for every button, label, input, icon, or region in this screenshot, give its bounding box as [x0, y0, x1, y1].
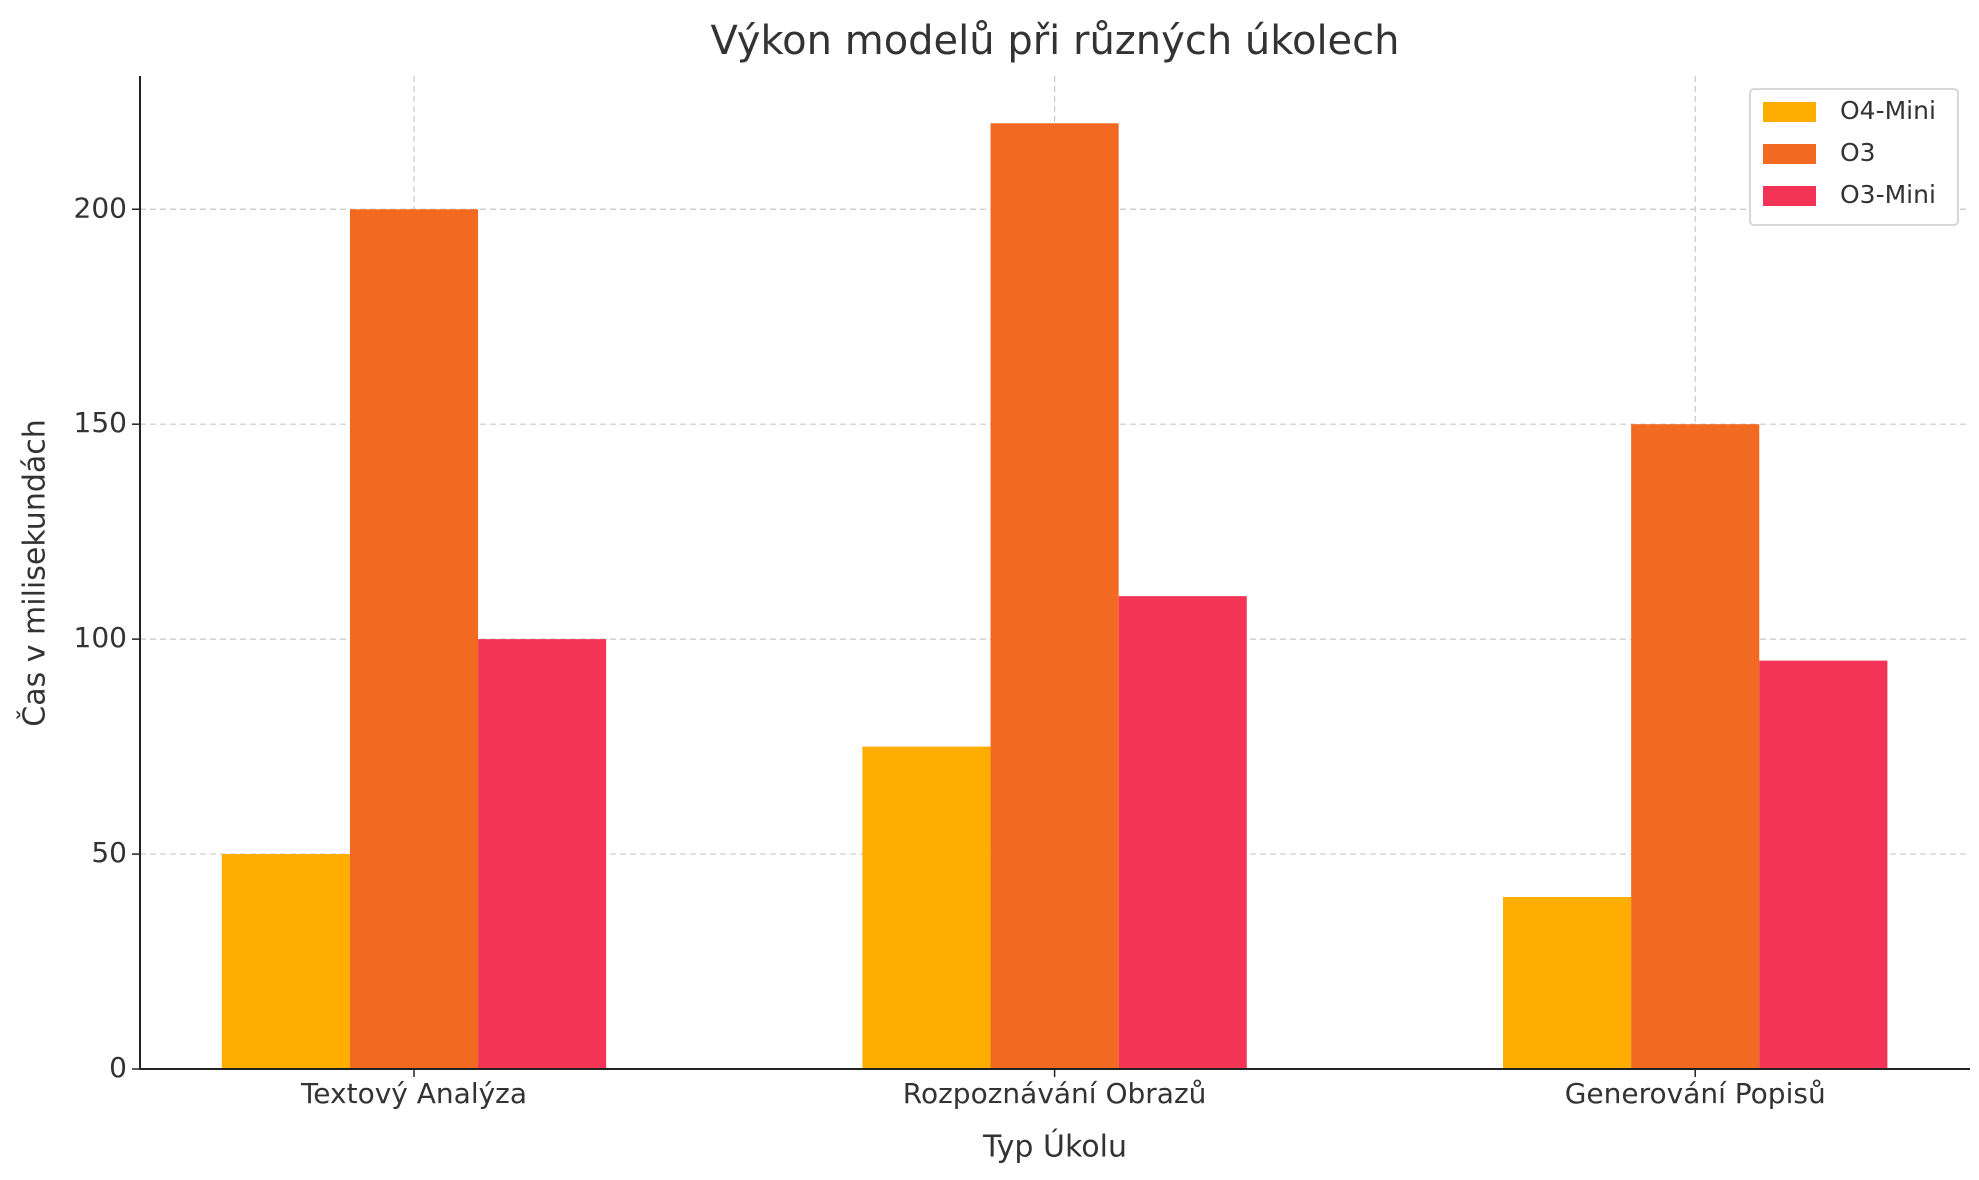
bar: [1118, 596, 1247, 1069]
x-tick-label: Textový Analýza: [300, 1077, 527, 1110]
x-tick-label: Generování Popisů: [1565, 1077, 1826, 1110]
bar: [478, 639, 607, 1069]
bar: [862, 746, 991, 1069]
y-tick-label: 100: [74, 621, 127, 654]
y-tick-label: 200: [74, 191, 127, 224]
legend-label: O4-Mini: [1840, 96, 1936, 125]
y-tick-label: 0: [109, 1051, 127, 1084]
bar: [1759, 660, 1888, 1069]
bar: [990, 123, 1119, 1070]
y-tick-label: 150: [74, 406, 127, 439]
legend-label: O3-Mini: [1840, 180, 1936, 209]
bar: [221, 854, 350, 1069]
y-tick-label: 50: [91, 836, 127, 869]
legend-label: O3: [1840, 138, 1876, 167]
bar: [1503, 897, 1632, 1069]
x-axis-label: Typ Úkolu: [982, 1128, 1127, 1165]
chart-title: Výkon modelů při různých úkolech: [710, 18, 1399, 64]
bar: [1631, 424, 1760, 1069]
bar: [349, 209, 479, 1069]
legend-swatch: [1763, 144, 1816, 164]
x-tick-label: Rozpoznávání Obrazů: [903, 1077, 1207, 1110]
y-axis-label: Čas v milisekundách: [16, 419, 53, 727]
legend-swatch: [1763, 102, 1816, 122]
legend-swatch: [1763, 186, 1816, 206]
